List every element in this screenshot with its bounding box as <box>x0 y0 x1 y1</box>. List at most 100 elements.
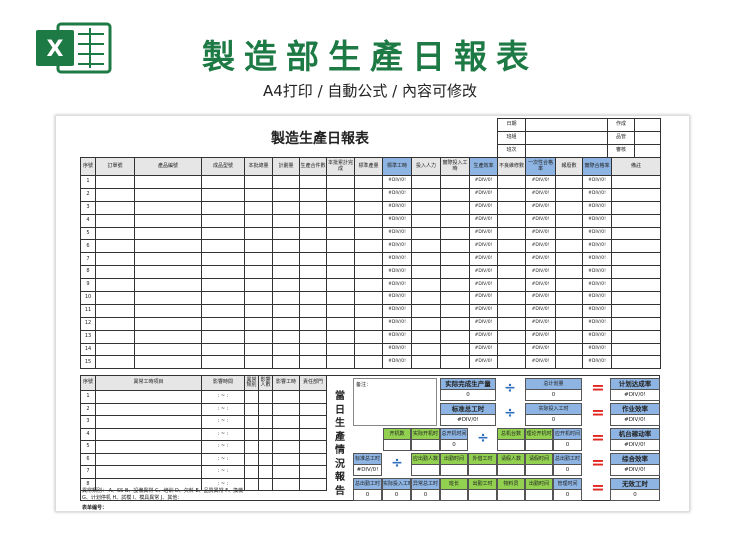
table-cell[interactable] <box>244 427 259 441</box>
table-cell[interactable] <box>299 175 327 189</box>
table-cell[interactable] <box>354 342 383 357</box>
table-cell[interactable] <box>201 200 245 215</box>
table-cell[interactable] <box>95 239 135 254</box>
table-cell[interactable] <box>134 329 202 344</box>
table-cell[interactable] <box>258 390 273 404</box>
table-cell[interactable] <box>95 427 202 441</box>
table-cell[interactable] <box>299 187 327 202</box>
info-value[interactable] <box>525 144 608 158</box>
metric-value[interactable] <box>441 490 467 500</box>
metric-value[interactable] <box>412 465 439 475</box>
table-cell[interactable] <box>440 187 470 202</box>
table-cell[interactable] <box>440 291 470 305</box>
info-value[interactable] <box>525 131 608 145</box>
table-cell[interactable] <box>134 303 202 318</box>
table-cell[interactable] <box>95 316 135 331</box>
table-cell[interactable] <box>272 465 300 479</box>
table-cell[interactable] <box>258 415 273 429</box>
table-cell[interactable] <box>244 465 259 479</box>
table-cell[interactable] <box>244 239 273 254</box>
table-cell[interactable] <box>611 278 661 293</box>
table-cell[interactable] <box>244 477 259 491</box>
table-cell[interactable] <box>95 213 135 228</box>
table-cell[interactable] <box>244 329 273 344</box>
table-cell[interactable] <box>134 355 202 370</box>
table-cell[interactable] <box>134 200 202 215</box>
table-cell[interactable] <box>95 329 135 344</box>
table-cell[interactable] <box>497 342 526 357</box>
table-cell[interactable] <box>201 213 245 228</box>
table-cell[interactable] <box>326 355 355 370</box>
table-cell[interactable] <box>201 265 245 280</box>
table-cell[interactable] <box>411 355 441 370</box>
table-cell[interactable] <box>134 175 202 189</box>
table-cell[interactable] <box>299 303 327 318</box>
table-cell[interactable] <box>201 329 245 344</box>
table-cell[interactable] <box>326 329 355 344</box>
table-cell[interactable] <box>411 291 441 305</box>
metric-value[interactable]: 0 <box>633 492 637 498</box>
table-cell[interactable] <box>611 239 661 254</box>
table-cell[interactable] <box>272 278 300 293</box>
table-cell[interactable] <box>440 329 470 344</box>
table-cell[interactable] <box>272 213 300 228</box>
table-cell[interactable] <box>299 465 327 479</box>
table-cell[interactable] <box>299 440 327 454</box>
table-cell[interactable] <box>244 342 273 357</box>
table-cell[interactable] <box>611 355 661 370</box>
table-cell[interactable] <box>411 316 441 331</box>
table-cell[interactable] <box>555 226 583 241</box>
time-range-cell[interactable]: : ~ : <box>201 415 245 429</box>
table-cell[interactable] <box>134 265 202 280</box>
info-value[interactable] <box>525 118 608 132</box>
table-cell[interactable] <box>411 226 441 241</box>
table-cell[interactable] <box>440 265 470 280</box>
table-cell[interactable] <box>299 213 327 228</box>
metric-value[interactable] <box>498 440 524 450</box>
table-cell[interactable] <box>411 252 441 267</box>
table-cell[interactable] <box>411 200 441 215</box>
table-cell[interactable] <box>411 329 441 344</box>
table-cell[interactable] <box>244 415 259 429</box>
table-cell[interactable] <box>440 175 470 189</box>
table-cell[interactable] <box>95 342 135 357</box>
table-cell[interactable] <box>258 477 273 491</box>
metric-value[interactable] <box>526 440 552 450</box>
metric-value[interactable] <box>526 490 552 500</box>
table-cell[interactable] <box>555 187 583 202</box>
table-cell[interactable] <box>354 252 383 267</box>
table-cell[interactable] <box>95 390 202 404</box>
table-cell[interactable] <box>272 200 300 215</box>
table-cell[interactable] <box>497 303 526 318</box>
table-cell[interactable] <box>555 291 583 305</box>
table-cell[interactable] <box>244 452 259 466</box>
metric-value[interactable]: 0 <box>452 442 456 448</box>
table-cell[interactable] <box>201 252 245 267</box>
table-cell[interactable] <box>497 213 526 228</box>
info-value[interactable] <box>634 118 661 132</box>
table-cell[interactable] <box>258 402 273 416</box>
table-cell[interactable] <box>134 278 202 293</box>
table-cell[interactable] <box>555 355 583 370</box>
table-cell[interactable] <box>272 187 300 202</box>
table-cell[interactable] <box>326 278 355 293</box>
table-cell[interactable] <box>201 226 245 241</box>
table-cell[interactable] <box>611 329 661 344</box>
table-cell[interactable] <box>440 226 470 241</box>
table-cell[interactable] <box>95 452 202 466</box>
metric-value[interactable]: 0 <box>365 492 370 498</box>
metric-value[interactable] <box>526 465 552 475</box>
info-value[interactable] <box>634 131 661 145</box>
table-cell[interactable] <box>244 187 273 202</box>
table-cell[interactable] <box>244 200 273 215</box>
table-cell[interactable] <box>272 226 300 241</box>
metric-value[interactable]: 0 <box>394 492 399 498</box>
table-cell[interactable] <box>326 316 355 331</box>
table-cell[interactable] <box>497 226 526 241</box>
table-cell[interactable] <box>299 265 327 280</box>
table-cell[interactable] <box>555 239 583 254</box>
table-cell[interactable] <box>326 303 355 318</box>
table-cell[interactable] <box>611 226 661 241</box>
table-cell[interactable] <box>272 303 300 318</box>
table-cell[interactable] <box>299 402 327 416</box>
